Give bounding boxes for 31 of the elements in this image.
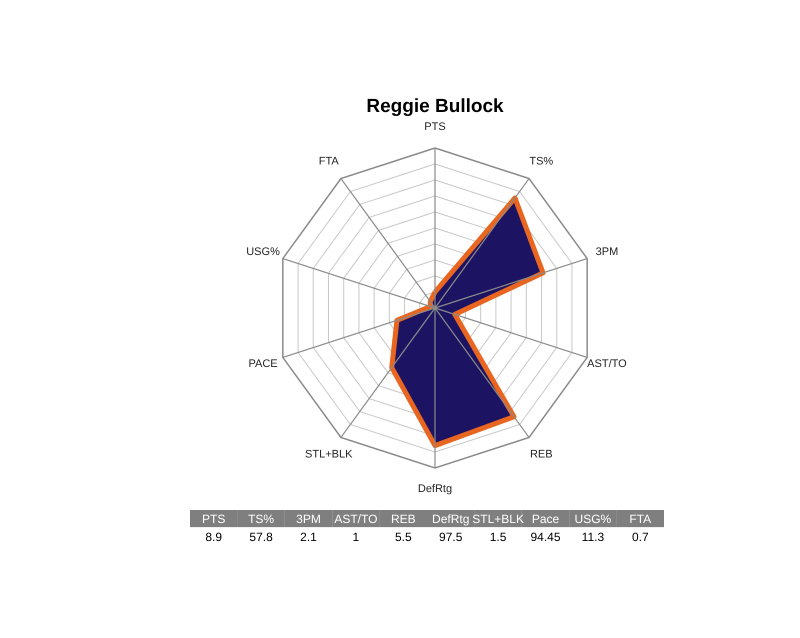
category-label: STL+BLK	[472, 512, 524, 526]
chart-title: Reggie Bullock	[366, 96, 504, 117]
category-label: USG%	[574, 512, 612, 526]
data-label: 57.8	[249, 530, 274, 544]
category-label: FTA	[629, 512, 652, 526]
category-label: REB	[390, 512, 416, 526]
category-label: TS%	[248, 512, 274, 526]
spoke-label: 3PM	[596, 246, 618, 258]
data-label: 0.7	[632, 530, 649, 544]
data-label: 1.5	[490, 530, 507, 544]
spoke-label: REB	[530, 448, 553, 460]
data-label: 11.3	[582, 530, 604, 544]
category-label: 3PM	[296, 512, 321, 526]
data-label: 2.1	[300, 530, 318, 544]
spoke-label: DefRtg	[418, 482, 452, 495]
data-label: 5.5	[394, 530, 412, 544]
category-label: PTS	[202, 512, 226, 526]
data-label: 8.9	[205, 530, 222, 544]
spoke-label: STL+BLK	[305, 448, 354, 460]
data-label: 97.5	[439, 530, 463, 544]
category-label: Pace	[532, 512, 560, 526]
category-label: DefRtg	[432, 512, 470, 526]
data-label: 94.45	[530, 530, 561, 544]
data-label: 1	[352, 530, 360, 544]
spoke-label: PTS	[424, 121, 446, 134]
spoke-label: TS%	[529, 156, 554, 168]
spoke-label: FTA	[318, 156, 340, 168]
category-label: AST/TO	[334, 512, 378, 526]
spoke-label: PACE	[248, 358, 278, 370]
spoke-label: AST/TO	[587, 358, 628, 370]
spoke-label: USG%	[246, 246, 280, 258]
